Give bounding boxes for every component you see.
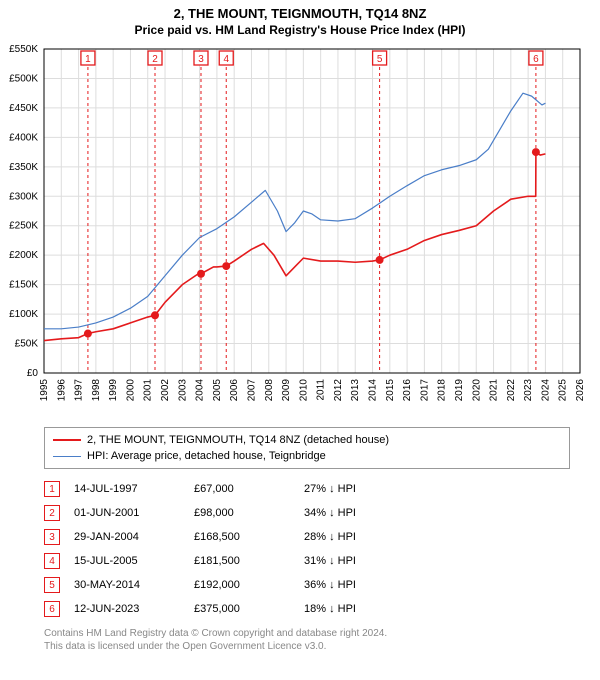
svg-text:2012: 2012 <box>333 379 344 402</box>
attribution-line: Contains HM Land Registry data © Crown c… <box>44 627 570 640</box>
sale-marker: 6 <box>44 601 60 617</box>
svg-text:2003: 2003 <box>177 379 188 402</box>
svg-text:2016: 2016 <box>402 379 413 402</box>
svg-text:2006: 2006 <box>229 379 240 402</box>
sale-date: 29-JAN-2004 <box>74 531 194 543</box>
sale-price: £181,500 <box>194 555 304 567</box>
sale-price: £98,000 <box>194 507 304 519</box>
svg-text:2020: 2020 <box>471 379 482 402</box>
svg-text:2: 2 <box>152 54 158 65</box>
svg-text:2026: 2026 <box>575 379 586 402</box>
svg-text:£200K: £200K <box>9 250 38 261</box>
sales-table: 1 14-JUL-1997£67,00027% ↓ HPI 2 01-JUN-2001… <box>44 477 570 621</box>
svg-text:2019: 2019 <box>454 379 465 402</box>
sale-date: 12-JUN-2023 <box>74 603 194 615</box>
svg-text:1997: 1997 <box>74 379 85 402</box>
svg-text:2017: 2017 <box>419 379 430 402</box>
page-subtitle: Price paid vs. HM Land Registry's House … <box>0 23 600 37</box>
svg-text:2007: 2007 <box>246 379 257 402</box>
sale-marker: 2 <box>44 505 60 521</box>
svg-text:2005: 2005 <box>212 379 223 402</box>
svg-text:1998: 1998 <box>91 379 102 402</box>
svg-text:2002: 2002 <box>160 379 171 402</box>
sale-date: 15-JUL-2005 <box>74 555 194 567</box>
sale-date: 01-JUN-2001 <box>74 507 194 519</box>
sale-marker: 4 <box>44 553 60 569</box>
svg-text:£450K: £450K <box>9 103 38 114</box>
page-title: 2, THE MOUNT, TEIGNMOUTH, TQ14 8NZ <box>0 0 600 21</box>
attribution-line: This data is licensed under the Open Gov… <box>44 640 570 653</box>
svg-text:1996: 1996 <box>56 379 67 402</box>
legend: 2, THE MOUNT, TEIGNMOUTH, TQ14 8NZ (deta… <box>44 427 570 469</box>
sale-marker: 1 <box>44 481 60 497</box>
svg-text:£300K: £300K <box>9 191 38 202</box>
svg-text:6: 6 <box>533 54 539 65</box>
sale-delta: 18% ↓ HPI <box>304 603 424 615</box>
sale-marker: 5 <box>44 577 60 593</box>
legend-swatch <box>53 456 81 457</box>
sale-delta: 34% ↓ HPI <box>304 507 424 519</box>
svg-text:£0: £0 <box>27 368 39 379</box>
legend-swatch <box>53 439 81 441</box>
svg-text:2022: 2022 <box>506 379 517 402</box>
sales-row: 4 15-JUL-2005£181,50031% ↓ HPI <box>44 549 570 573</box>
sale-date: 14-JUL-1997 <box>74 483 194 495</box>
svg-text:£400K: £400K <box>9 132 38 143</box>
sale-price: £192,000 <box>194 579 304 591</box>
svg-text:2004: 2004 <box>195 379 206 402</box>
svg-text:2009: 2009 <box>281 379 292 402</box>
sale-price: £375,000 <box>194 603 304 615</box>
sales-row: 5 30-MAY-2014£192,00036% ↓ HPI <box>44 573 570 597</box>
svg-text:£350K: £350K <box>9 162 38 173</box>
svg-text:1: 1 <box>85 54 91 65</box>
svg-text:1999: 1999 <box>108 379 119 402</box>
legend-item: 2, THE MOUNT, TEIGNMOUTH, TQ14 8NZ (deta… <box>53 432 561 448</box>
legend-item: HPI: Average price, detached house, Teig… <box>53 448 561 464</box>
svg-text:2013: 2013 <box>350 379 361 402</box>
sales-row: 3 29-JAN-2004£168,50028% ↓ HPI <box>44 525 570 549</box>
svg-text:2015: 2015 <box>385 379 396 402</box>
svg-text:£250K: £250K <box>9 221 38 232</box>
svg-text:5: 5 <box>377 54 383 65</box>
svg-text:2018: 2018 <box>437 379 448 402</box>
svg-text:2025: 2025 <box>558 379 569 402</box>
svg-text:2021: 2021 <box>489 379 500 402</box>
svg-text:4: 4 <box>223 54 229 65</box>
svg-text:2008: 2008 <box>264 379 275 402</box>
sale-delta: 36% ↓ HPI <box>304 579 424 591</box>
svg-text:£150K: £150K <box>9 280 38 291</box>
sale-price: £67,000 <box>194 483 304 495</box>
svg-text:1995: 1995 <box>39 379 50 402</box>
sale-date: 30-MAY-2014 <box>74 579 194 591</box>
sale-delta: 28% ↓ HPI <box>304 531 424 543</box>
price-chart: £0 £50K £100K £150K £200K £250K £300K £350K £400… <box>0 43 600 423</box>
sale-marker: 3 <box>44 529 60 545</box>
svg-text:2014: 2014 <box>368 379 379 402</box>
legend-label: HPI: Average price, detached house, Teig… <box>87 448 326 464</box>
attribution: Contains HM Land Registry data © Crown c… <box>44 627 570 653</box>
svg-text:2000: 2000 <box>125 379 136 402</box>
sales-row: 6 12-JUN-2023£375,00018% ↓ HPI <box>44 597 570 621</box>
sale-delta: 31% ↓ HPI <box>304 555 424 567</box>
svg-text:2024: 2024 <box>540 379 551 402</box>
svg-text:£500K: £500K <box>9 73 38 84</box>
sale-price: £168,500 <box>194 531 304 543</box>
sales-row: 1 14-JUL-1997£67,00027% ↓ HPI <box>44 477 570 501</box>
svg-text:3: 3 <box>198 54 204 65</box>
sales-row: 2 01-JUN-2001£98,00034% ↓ HPI <box>44 501 570 525</box>
svg-text:2001: 2001 <box>143 379 154 402</box>
svg-text:£100K: £100K <box>9 309 38 320</box>
sale-delta: 27% ↓ HPI <box>304 483 424 495</box>
legend-label: 2, THE MOUNT, TEIGNMOUTH, TQ14 8NZ (deta… <box>87 432 389 448</box>
svg-text:2023: 2023 <box>523 379 534 402</box>
svg-text:2011: 2011 <box>316 379 327 401</box>
svg-text:£550K: £550K <box>9 44 38 55</box>
svg-text:£50K: £50K <box>15 339 39 350</box>
svg-text:2010: 2010 <box>298 379 309 402</box>
